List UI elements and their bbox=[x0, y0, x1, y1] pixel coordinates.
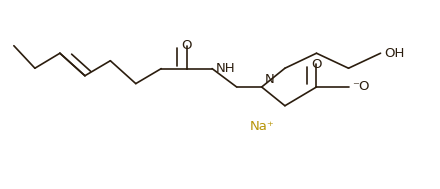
Text: ⁻O: ⁻O bbox=[352, 81, 370, 94]
Text: O: O bbox=[311, 58, 322, 71]
Text: O: O bbox=[181, 39, 192, 52]
Text: Na⁺: Na⁺ bbox=[249, 120, 274, 133]
Text: OH: OH bbox=[384, 47, 404, 60]
Text: NH: NH bbox=[216, 62, 235, 75]
Text: N: N bbox=[265, 73, 275, 86]
